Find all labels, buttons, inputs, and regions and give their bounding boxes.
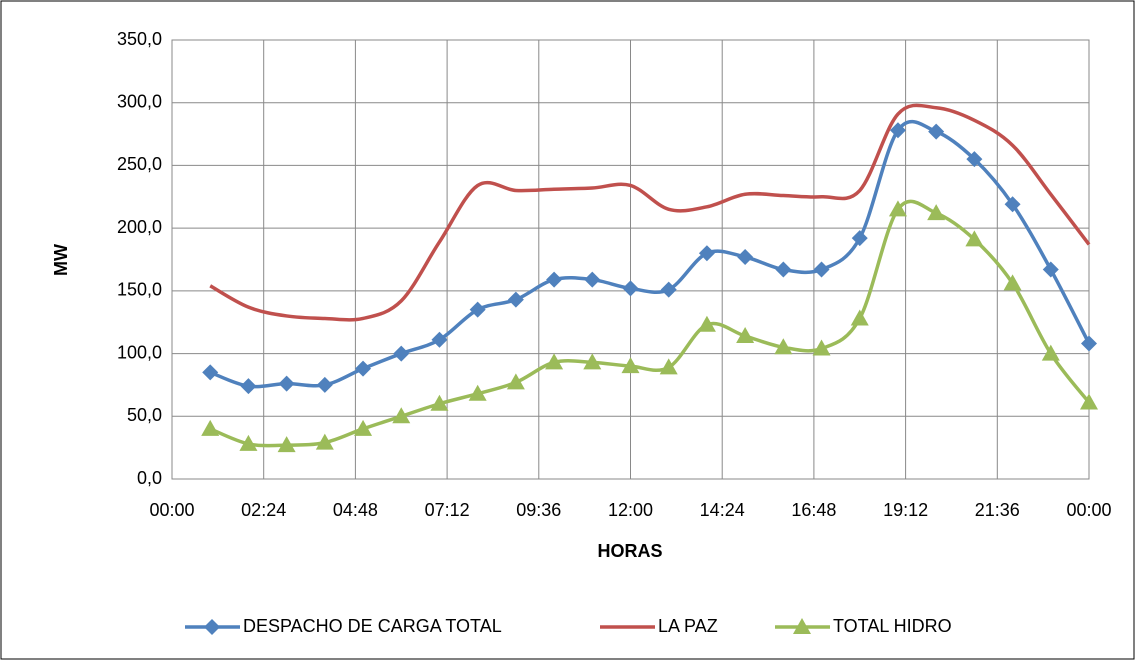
legend-label: TOTAL HIDRO bbox=[833, 616, 952, 636]
data-point bbox=[355, 360, 372, 377]
legend-label: LA PAZ bbox=[658, 616, 718, 636]
legend-label: DESPACHO DE CARGA TOTAL bbox=[243, 616, 502, 636]
data-point bbox=[240, 378, 257, 395]
data-point bbox=[277, 436, 296, 453]
data-point bbox=[583, 353, 602, 370]
data-point bbox=[812, 339, 831, 356]
y-axis-title: MW bbox=[51, 244, 71, 276]
y-tick-label: 300,0 bbox=[117, 91, 162, 111]
data-point bbox=[736, 327, 755, 344]
data-point bbox=[774, 338, 793, 355]
data-point bbox=[697, 315, 716, 332]
x-tick-label: 07:12 bbox=[425, 500, 470, 520]
data-point bbox=[927, 204, 946, 221]
data-point bbox=[850, 309, 869, 326]
data-point bbox=[545, 353, 564, 370]
legend-marker bbox=[793, 618, 811, 634]
data-point bbox=[622, 280, 639, 297]
plot-frame bbox=[171, 39, 1090, 480]
data-point bbox=[354, 419, 373, 436]
data-point bbox=[315, 433, 334, 450]
y-tick-label: 200,0 bbox=[117, 217, 162, 237]
data-point bbox=[889, 122, 906, 139]
x-axis-title: HORAS bbox=[597, 541, 662, 561]
data-point bbox=[813, 261, 830, 278]
y-tick-label: 100,0 bbox=[117, 342, 162, 362]
x-tick-label: 19:12 bbox=[883, 500, 928, 520]
data-point bbox=[851, 230, 868, 247]
y-tick-label: 150,0 bbox=[117, 280, 162, 300]
x-tick-label: 04:48 bbox=[333, 500, 378, 520]
legend-marker bbox=[204, 619, 220, 635]
data-point bbox=[1041, 344, 1060, 361]
x-tick-label: 00:00 bbox=[1066, 500, 1111, 520]
data-point bbox=[469, 301, 486, 318]
data-point bbox=[1081, 335, 1097, 352]
data-point bbox=[1080, 393, 1098, 410]
x-tick-label: 16:48 bbox=[791, 500, 836, 520]
x-tick-label: 14:24 bbox=[700, 500, 745, 520]
data-point bbox=[966, 151, 983, 168]
data-point bbox=[546, 271, 563, 288]
data-point bbox=[928, 123, 945, 140]
x-tick-label: 21:36 bbox=[975, 500, 1020, 520]
y-tick-label: 0,0 bbox=[137, 468, 162, 488]
x-tick-label: 09:36 bbox=[516, 500, 561, 520]
data-point bbox=[1004, 196, 1021, 213]
data-point bbox=[1042, 261, 1059, 278]
data-point bbox=[660, 281, 677, 298]
x-tick-label: 00:00 bbox=[149, 500, 194, 520]
x-tick-label: 12:00 bbox=[608, 500, 653, 520]
data-point bbox=[584, 271, 601, 288]
data-point bbox=[393, 345, 410, 362]
x-tick-label: 02:24 bbox=[241, 500, 286, 520]
data-point bbox=[316, 376, 333, 393]
data-point bbox=[278, 375, 295, 392]
y-tick-label: 50,0 bbox=[127, 405, 162, 425]
data-point bbox=[506, 373, 525, 390]
data-point bbox=[202, 364, 219, 381]
data-point bbox=[888, 200, 907, 217]
series-line bbox=[209, 103, 1091, 322]
data-point bbox=[965, 230, 984, 247]
data-point bbox=[201, 419, 220, 436]
data-point bbox=[775, 261, 792, 278]
y-tick-label: 350,0 bbox=[117, 29, 162, 49]
data-point bbox=[392, 407, 411, 424]
data-point bbox=[1003, 274, 1022, 291]
data-point bbox=[621, 357, 640, 374]
data-point bbox=[239, 434, 258, 451]
y-tick-label: 250,0 bbox=[117, 154, 162, 174]
data-point bbox=[737, 248, 754, 265]
data-point bbox=[659, 358, 678, 375]
data-point bbox=[507, 291, 524, 308]
data-point bbox=[468, 384, 487, 401]
data-point bbox=[431, 331, 448, 348]
data-point bbox=[430, 394, 449, 411]
data-point bbox=[698, 245, 715, 262]
